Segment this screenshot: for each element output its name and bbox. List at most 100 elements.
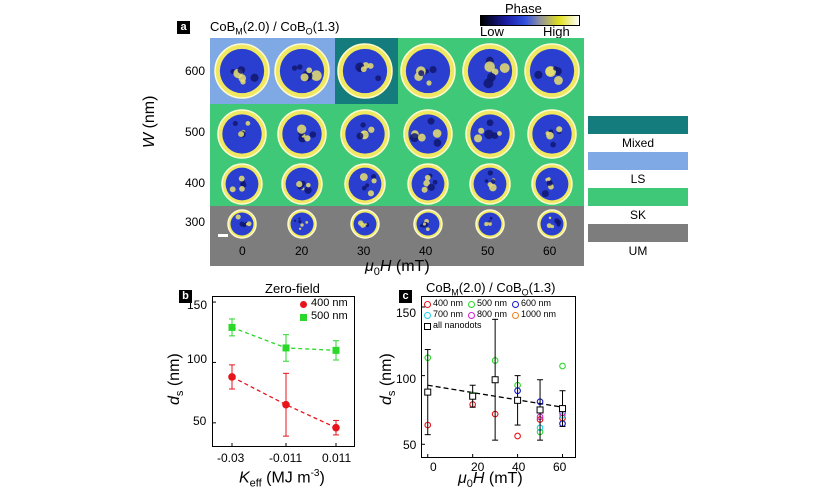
nanodot-image [337, 43, 393, 99]
legend-ls-label: LS [630, 172, 646, 186]
row-label-600: 600 [185, 64, 206, 78]
c-ytick-50: 50 [403, 438, 417, 452]
panel-b-ylabel: ds (nm) [166, 353, 187, 405]
col-label-30: 30 [357, 244, 371, 258]
nanodot-image [413, 209, 443, 239]
c-legend-label: 600 nm [521, 298, 552, 308]
phase-colorbar [480, 15, 580, 26]
c-legend-label: all nanodots [433, 320, 482, 330]
nanodot-image [400, 43, 456, 99]
b-ytick-50: 50 [193, 414, 207, 428]
col-label-60: 60 [543, 244, 557, 258]
c-legend-marker [424, 301, 431, 308]
c-legend-label: 500 nm [477, 298, 508, 308]
row-label-300: 300 [185, 215, 206, 229]
nanodot-image [227, 209, 257, 239]
legend-mixed-swatch [588, 116, 688, 134]
c-legend-marker [424, 323, 431, 330]
nanodot-image [524, 43, 580, 99]
nanodot-image [340, 109, 390, 159]
colorbar-high-label: High [543, 24, 570, 39]
nanodot-image [350, 209, 380, 239]
b-legend-500-marker [300, 314, 307, 321]
nanodot-image [344, 163, 386, 205]
c-point-all [536, 406, 544, 414]
legend-sk-swatch [588, 188, 688, 206]
panel-c-tag: c [399, 290, 412, 303]
b-point-500 [282, 344, 290, 352]
c-point [514, 432, 521, 440]
col-label-0: 0 [239, 244, 246, 258]
nanodot-image [277, 109, 327, 159]
legend-mixed-label: Mixed [621, 136, 654, 150]
c-legend-label: 700 nm [433, 309, 464, 319]
legend-um-label: UM [628, 244, 648, 258]
b-legend-400-label: 400 nm [311, 297, 348, 309]
panel-a-ylabel: W (nm) [141, 95, 158, 148]
b-point-400 [228, 373, 236, 381]
b-legend-400-marker [300, 301, 307, 308]
nanodot-image [221, 163, 263, 205]
colorbar-title: Phase [505, 1, 542, 16]
col-label-20: 20 [295, 244, 309, 258]
panel-c-xlabel: μ0H (mT) [458, 470, 523, 491]
b-xtick-1: -0.03 [217, 451, 245, 465]
panel-a-xlabel: μ0H (mT) [365, 258, 430, 279]
um-region [210, 206, 584, 266]
b-xtick-2: -0.011 [269, 451, 303, 465]
nanodot-image [469, 163, 511, 205]
b-point-500 [228, 323, 236, 331]
c-legend-marker [468, 312, 475, 319]
panel-b-plot [212, 296, 355, 447]
b-ytick-100: 100 [187, 352, 208, 366]
panel-a-tag: a [177, 21, 190, 34]
nanodot-image [537, 209, 567, 239]
scale-bar [218, 234, 228, 237]
row-label-400: 400 [185, 176, 206, 190]
c-legend-label: 1000 nm [521, 309, 557, 319]
nanodot-image [527, 109, 577, 159]
c-legend-marker [512, 312, 519, 319]
c-point-all [424, 388, 432, 396]
b-legend-500-label: 500 nm [311, 310, 348, 322]
col-label-50: 50 [481, 244, 495, 258]
c-legend-marker [512, 301, 519, 308]
row-label-500: 500 [185, 125, 206, 139]
legend-um-swatch [588, 224, 688, 242]
b-point-500 [332, 346, 340, 354]
panel-c-plot [421, 296, 576, 458]
c-xtick-20: 20 [471, 460, 485, 474]
nanodot-image [214, 43, 270, 99]
panel-b-xlabel: Keff (MJ m-3) [239, 468, 325, 490]
c-point-all [514, 396, 522, 404]
c-point-all [559, 405, 567, 413]
c-xtick-0: 0 [430, 460, 437, 474]
c-point-all [491, 376, 499, 384]
b-point-400 [282, 400, 290, 409]
panel-b-tag: b [179, 290, 192, 303]
nanodot-image [407, 163, 449, 205]
c-xtick-40: 40 [512, 460, 526, 474]
b-xtick-3: 0.011 [322, 451, 352, 465]
nanodot-image [217, 109, 267, 159]
phase-map-grid [210, 38, 584, 266]
panel-c-title: CoBM(2.0) / CoBO(1.3) [426, 280, 556, 298]
nanodot-image [281, 163, 323, 205]
nanodot-image [287, 209, 317, 239]
c-legend-label: 800 nm [477, 309, 508, 319]
nanodot-image [462, 43, 518, 99]
b-point-400 [332, 423, 340, 432]
c-point-all [469, 392, 477, 400]
legend-sk-label: SK [629, 208, 646, 222]
c-legend-marker [468, 301, 475, 308]
col-label-40: 40 [419, 244, 433, 258]
c-legend-marker [424, 312, 431, 319]
c-ytick-100: 100 [396, 372, 417, 386]
nanodot-image [531, 163, 573, 205]
panel-a-title: CoBM(2.0) / CoBO(1.3) [210, 19, 340, 37]
legend-ls-swatch [588, 152, 688, 170]
nanodot-image [475, 209, 505, 239]
colorbar-low-label: Low [480, 24, 504, 39]
nanodot-image [465, 109, 515, 159]
b-ytick-150: 150 [187, 298, 208, 312]
